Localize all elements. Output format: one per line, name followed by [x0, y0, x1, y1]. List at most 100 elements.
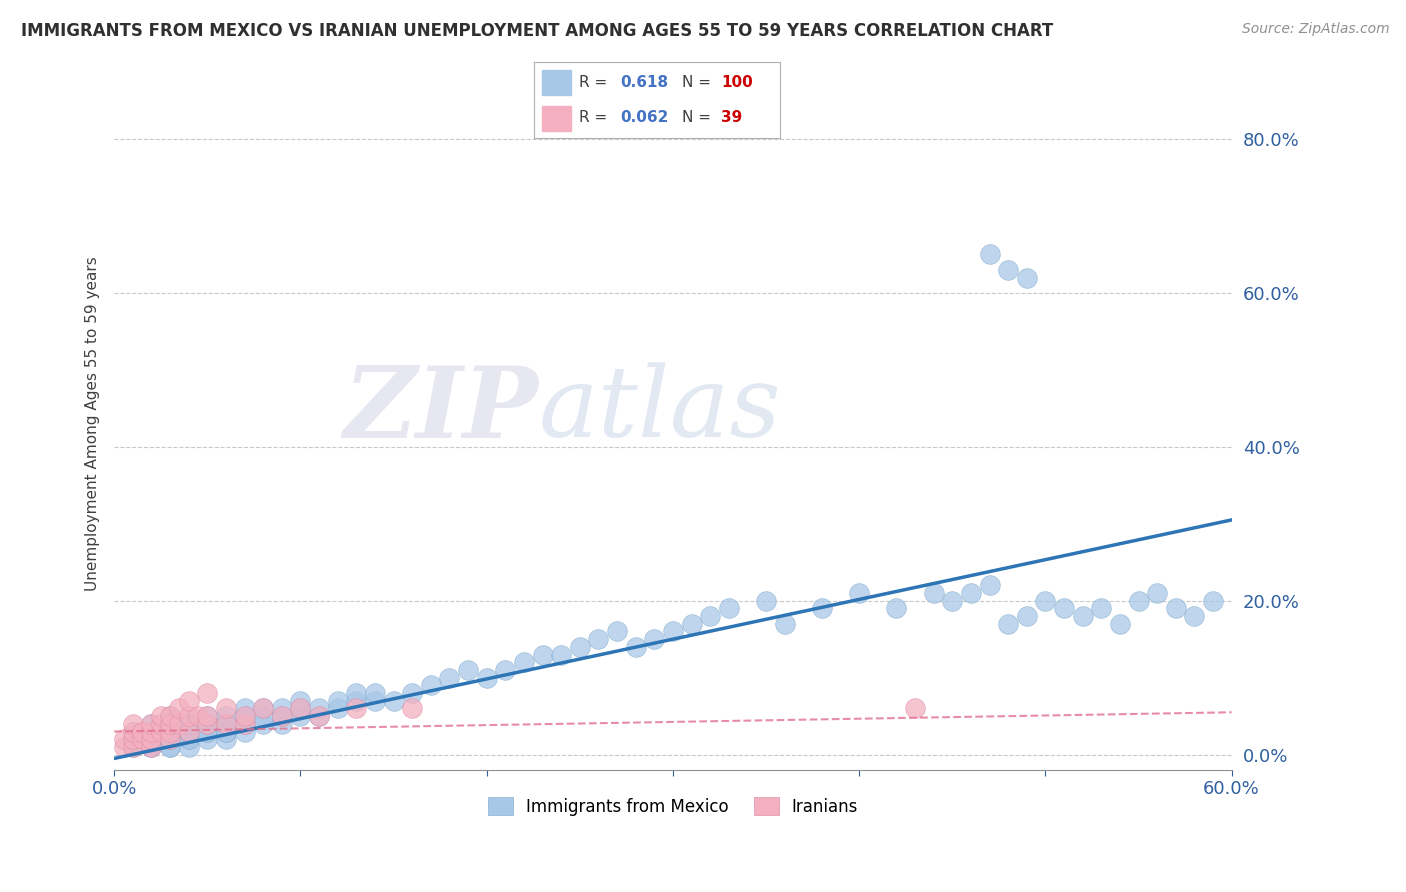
Point — [848, 586, 870, 600]
Point — [177, 724, 200, 739]
Point — [1146, 586, 1168, 600]
Point — [681, 616, 703, 631]
Point — [121, 739, 143, 754]
Point — [308, 709, 330, 723]
Text: 0.618: 0.618 — [620, 75, 668, 90]
Point — [195, 716, 218, 731]
Point — [344, 701, 367, 715]
Point — [270, 701, 292, 715]
Point — [141, 716, 163, 731]
Point — [979, 247, 1001, 261]
Point — [177, 732, 200, 747]
Point — [326, 694, 349, 708]
Point — [419, 678, 441, 692]
Point — [177, 716, 200, 731]
Point — [550, 648, 572, 662]
Point — [252, 701, 274, 715]
Point — [177, 694, 200, 708]
Point — [121, 739, 143, 754]
Point — [187, 709, 209, 723]
Point — [215, 732, 238, 747]
Point — [121, 724, 143, 739]
Legend: Immigrants from Mexico, Iranians: Immigrants from Mexico, Iranians — [479, 789, 866, 824]
Point — [177, 724, 200, 739]
Point — [308, 701, 330, 715]
Point — [149, 709, 172, 723]
Point — [997, 262, 1019, 277]
Text: 0.062: 0.062 — [620, 111, 669, 125]
Point — [290, 701, 312, 715]
Point — [1071, 609, 1094, 624]
Point — [159, 716, 181, 731]
Point — [588, 632, 610, 647]
Point — [1015, 609, 1038, 624]
Point — [457, 663, 479, 677]
Point — [215, 701, 238, 715]
Point — [662, 624, 685, 639]
Point — [717, 601, 740, 615]
Point — [755, 593, 778, 607]
Point — [159, 739, 181, 754]
Point — [308, 709, 330, 723]
Point — [215, 724, 238, 739]
Point — [177, 716, 200, 731]
Point — [149, 724, 172, 739]
Point — [270, 709, 292, 723]
Point — [141, 732, 163, 747]
Point — [121, 732, 143, 747]
Point — [643, 632, 665, 647]
Point — [112, 732, 135, 747]
Text: 39: 39 — [721, 111, 742, 125]
Point — [233, 716, 256, 731]
Text: IMMIGRANTS FROM MEXICO VS IRANIAN UNEMPLOYMENT AMONG AGES 55 TO 59 YEARS CORRELA: IMMIGRANTS FROM MEXICO VS IRANIAN UNEMPL… — [21, 22, 1053, 40]
Point — [141, 724, 163, 739]
Text: N =: N = — [682, 111, 716, 125]
Point — [364, 686, 387, 700]
Point — [169, 701, 191, 715]
Point — [195, 709, 218, 723]
Point — [699, 609, 721, 624]
Point — [941, 593, 963, 607]
Point — [141, 739, 163, 754]
Point — [401, 701, 423, 715]
Point — [177, 739, 200, 754]
Point — [177, 732, 200, 747]
Point — [960, 586, 983, 600]
Point — [494, 663, 516, 677]
Point — [121, 724, 143, 739]
Point — [195, 724, 218, 739]
Point — [112, 739, 135, 754]
Point — [364, 694, 387, 708]
Point — [215, 709, 238, 723]
Point — [1035, 593, 1057, 607]
Point — [141, 739, 163, 754]
Point — [159, 732, 181, 747]
Point — [979, 578, 1001, 592]
Point — [141, 724, 163, 739]
Point — [233, 709, 256, 723]
Point — [382, 694, 405, 708]
Text: 100: 100 — [721, 75, 754, 90]
Point — [215, 716, 238, 731]
Point — [904, 701, 927, 715]
Point — [344, 686, 367, 700]
Bar — [541, 70, 571, 95]
Point — [159, 732, 181, 747]
Point — [811, 601, 834, 615]
Point — [149, 716, 172, 731]
Point — [326, 701, 349, 715]
Point — [141, 732, 163, 747]
Text: R =: R = — [579, 111, 612, 125]
Text: Source: ZipAtlas.com: Source: ZipAtlas.com — [1241, 22, 1389, 37]
Text: N =: N = — [682, 75, 716, 90]
Point — [1109, 616, 1132, 631]
Point — [568, 640, 591, 654]
Point — [624, 640, 647, 654]
Point — [270, 716, 292, 731]
Point — [215, 716, 238, 731]
Text: R =: R = — [579, 75, 612, 90]
Point — [141, 739, 163, 754]
Point — [922, 586, 945, 600]
Point — [1128, 593, 1150, 607]
Point — [773, 616, 796, 631]
